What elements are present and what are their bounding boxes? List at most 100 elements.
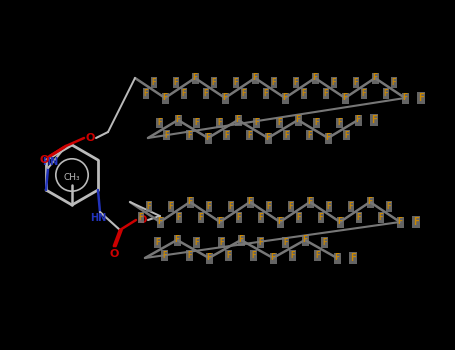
Text: F: F xyxy=(354,78,359,87)
Text: F: F xyxy=(169,202,173,211)
Text: F: F xyxy=(174,78,178,87)
Text: F: F xyxy=(182,89,186,98)
Text: F: F xyxy=(384,89,389,98)
Text: F: F xyxy=(338,217,343,226)
Text: F: F xyxy=(284,131,289,140)
Text: F: F xyxy=(324,89,329,98)
Text: O: O xyxy=(39,155,49,165)
Text: O: O xyxy=(109,249,119,259)
Text: F: F xyxy=(258,238,263,247)
Text: F: F xyxy=(164,131,169,140)
Text: F: F xyxy=(387,202,391,211)
Text: F: F xyxy=(418,93,424,103)
Text: F: F xyxy=(155,238,160,247)
Text: F: F xyxy=(307,131,312,140)
Text: F: F xyxy=(162,251,167,260)
Text: F: F xyxy=(234,78,238,87)
Text: O: O xyxy=(137,215,147,225)
Text: HN: HN xyxy=(90,213,106,223)
Text: F: F xyxy=(308,197,313,206)
Text: F: F xyxy=(162,93,167,103)
Text: F: F xyxy=(267,202,271,211)
Text: F: F xyxy=(283,93,288,103)
Text: F: F xyxy=(192,74,197,83)
Text: F: F xyxy=(187,131,192,140)
Text: F: F xyxy=(229,202,233,211)
Text: F: F xyxy=(194,238,199,247)
Text: F: F xyxy=(237,213,241,222)
Text: F: F xyxy=(295,116,300,125)
Text: F: F xyxy=(176,116,181,125)
Text: F: F xyxy=(325,133,330,142)
Text: F: F xyxy=(277,119,282,127)
Text: F: F xyxy=(177,213,181,222)
Text: F: F xyxy=(187,251,192,260)
Text: F: F xyxy=(313,74,318,83)
Text: F: F xyxy=(236,116,241,125)
Text: F: F xyxy=(398,217,403,226)
Text: F: F xyxy=(259,213,263,222)
Text: F: F xyxy=(238,236,243,245)
Text: F: F xyxy=(204,89,208,98)
Text: F: F xyxy=(157,119,162,127)
Text: F: F xyxy=(226,251,231,260)
Text: F: F xyxy=(343,93,348,103)
Text: F: F xyxy=(379,213,384,222)
Text: F: F xyxy=(206,133,211,142)
Text: F: F xyxy=(242,89,246,98)
Text: F: F xyxy=(278,217,283,226)
Text: F: F xyxy=(272,78,276,87)
Text: F: F xyxy=(355,116,360,125)
Text: F: F xyxy=(392,78,396,87)
Text: F: F xyxy=(199,213,203,222)
Text: F: F xyxy=(271,253,275,262)
Text: F: F xyxy=(283,238,288,247)
Text: F: F xyxy=(248,197,253,206)
Text: F: F xyxy=(314,119,319,127)
Text: F: F xyxy=(327,202,331,211)
Text: F: F xyxy=(302,89,306,98)
Text: F: F xyxy=(368,197,373,206)
Text: F: F xyxy=(289,202,293,211)
Text: F: F xyxy=(207,202,211,211)
Text: F: F xyxy=(254,119,259,127)
Text: F: F xyxy=(253,74,258,83)
Text: CH₃: CH₃ xyxy=(64,174,81,182)
Text: F: F xyxy=(224,131,229,140)
Text: F: F xyxy=(334,253,339,262)
Text: F: F xyxy=(357,213,361,222)
Text: F: F xyxy=(319,213,324,222)
Text: F: F xyxy=(266,133,271,142)
Text: F: F xyxy=(297,213,301,222)
Text: F: F xyxy=(219,238,224,247)
Text: F: F xyxy=(349,202,354,211)
Text: F: F xyxy=(144,89,148,98)
Text: HN: HN xyxy=(42,157,58,167)
Text: F: F xyxy=(294,78,298,87)
Text: F: F xyxy=(207,253,212,262)
Text: F: F xyxy=(362,89,366,98)
Text: F: F xyxy=(264,89,268,98)
Text: F: F xyxy=(350,253,356,263)
Text: F: F xyxy=(194,119,199,127)
Text: F: F xyxy=(187,197,192,206)
Text: F: F xyxy=(247,131,252,140)
Text: F: F xyxy=(217,119,222,127)
Text: F: F xyxy=(251,251,256,260)
Text: F: F xyxy=(217,217,222,226)
Text: F: F xyxy=(157,217,162,226)
Text: F: F xyxy=(212,78,216,87)
Text: F: F xyxy=(152,78,156,87)
Text: F: F xyxy=(337,119,342,127)
Text: F: F xyxy=(139,213,143,222)
Text: F: F xyxy=(322,238,327,247)
Text: F: F xyxy=(413,217,419,227)
Text: F: F xyxy=(303,236,308,245)
Text: F: F xyxy=(147,202,151,211)
Text: O: O xyxy=(86,133,95,143)
Text: F: F xyxy=(373,74,378,83)
Text: F: F xyxy=(315,251,320,260)
Text: F: F xyxy=(344,131,349,140)
Text: F: F xyxy=(290,251,295,260)
Text: F: F xyxy=(403,93,408,103)
